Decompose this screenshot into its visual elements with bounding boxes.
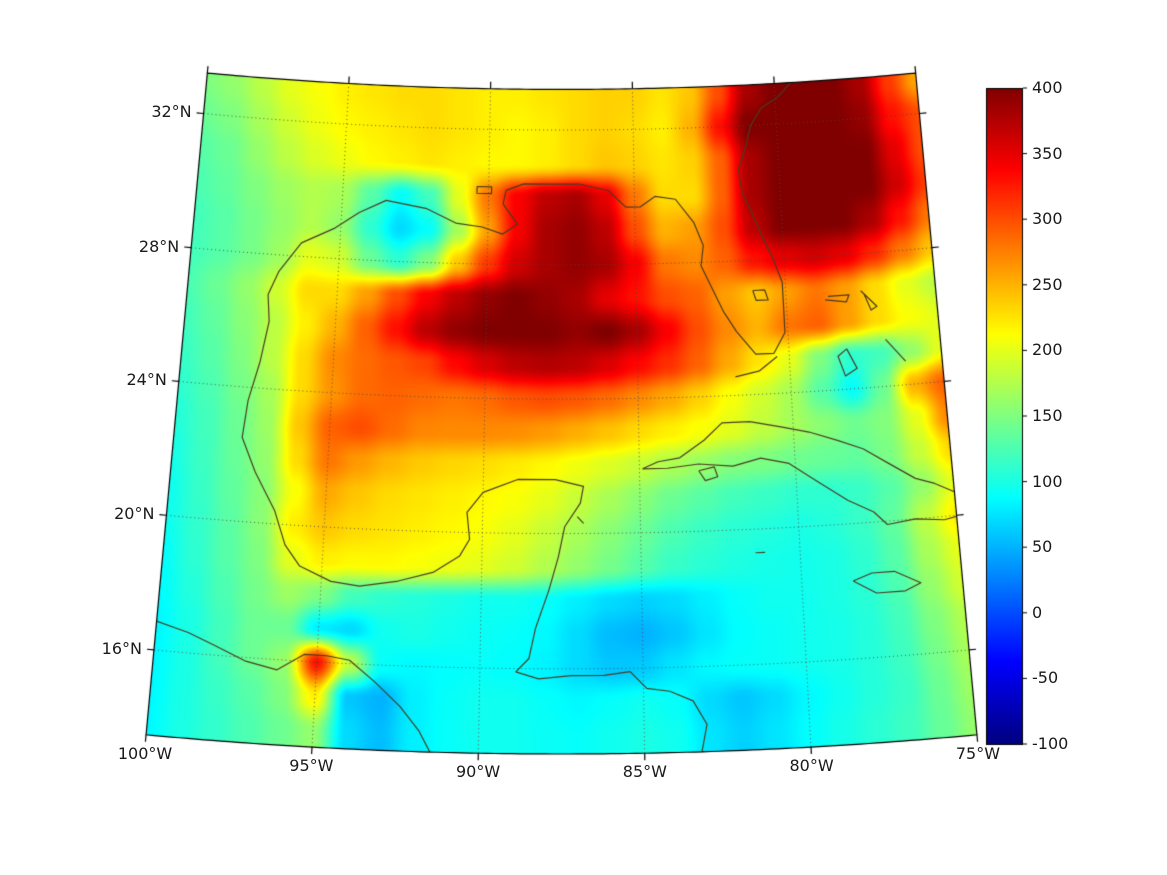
colorbar-tick-label: 250 — [1032, 274, 1063, 294]
y-tick-label: 32°N — [151, 102, 192, 122]
x-tick-label: 95°W — [289, 756, 334, 776]
y-tick-label: 28°N — [138, 236, 180, 256]
colorbar-tick-label: 300 — [1032, 209, 1063, 229]
y-tick-label: 16°N — [101, 638, 142, 658]
colorbar-tick-label: 200 — [1032, 340, 1063, 360]
colorbar-tick-label: 100 — [1032, 471, 1063, 491]
y-tick-label: 20°N — [114, 504, 155, 524]
x-tick-label: 80°W — [789, 756, 834, 776]
colorbar-tick-label: 50 — [1032, 537, 1053, 557]
x-tick-label: 90°W — [456, 762, 501, 782]
colorbar-tick-label: -50 — [1032, 668, 1059, 688]
colorbar-tick-label: 350 — [1032, 143, 1063, 163]
x-tick-label: 85°W — [622, 762, 667, 782]
x-tick-label: 75°W — [955, 743, 1001, 763]
colorbar-tick-label: 400 — [1032, 78, 1063, 97]
y-tick-label: 24°N — [126, 370, 167, 390]
colorbar-tick-label: -100 — [1032, 734, 1069, 753]
x-tick-label: 100°W — [117, 743, 173, 763]
colorbar-tick-label: 0 — [1032, 602, 1043, 622]
colorbar-tick-label: 150 — [1032, 406, 1063, 425]
